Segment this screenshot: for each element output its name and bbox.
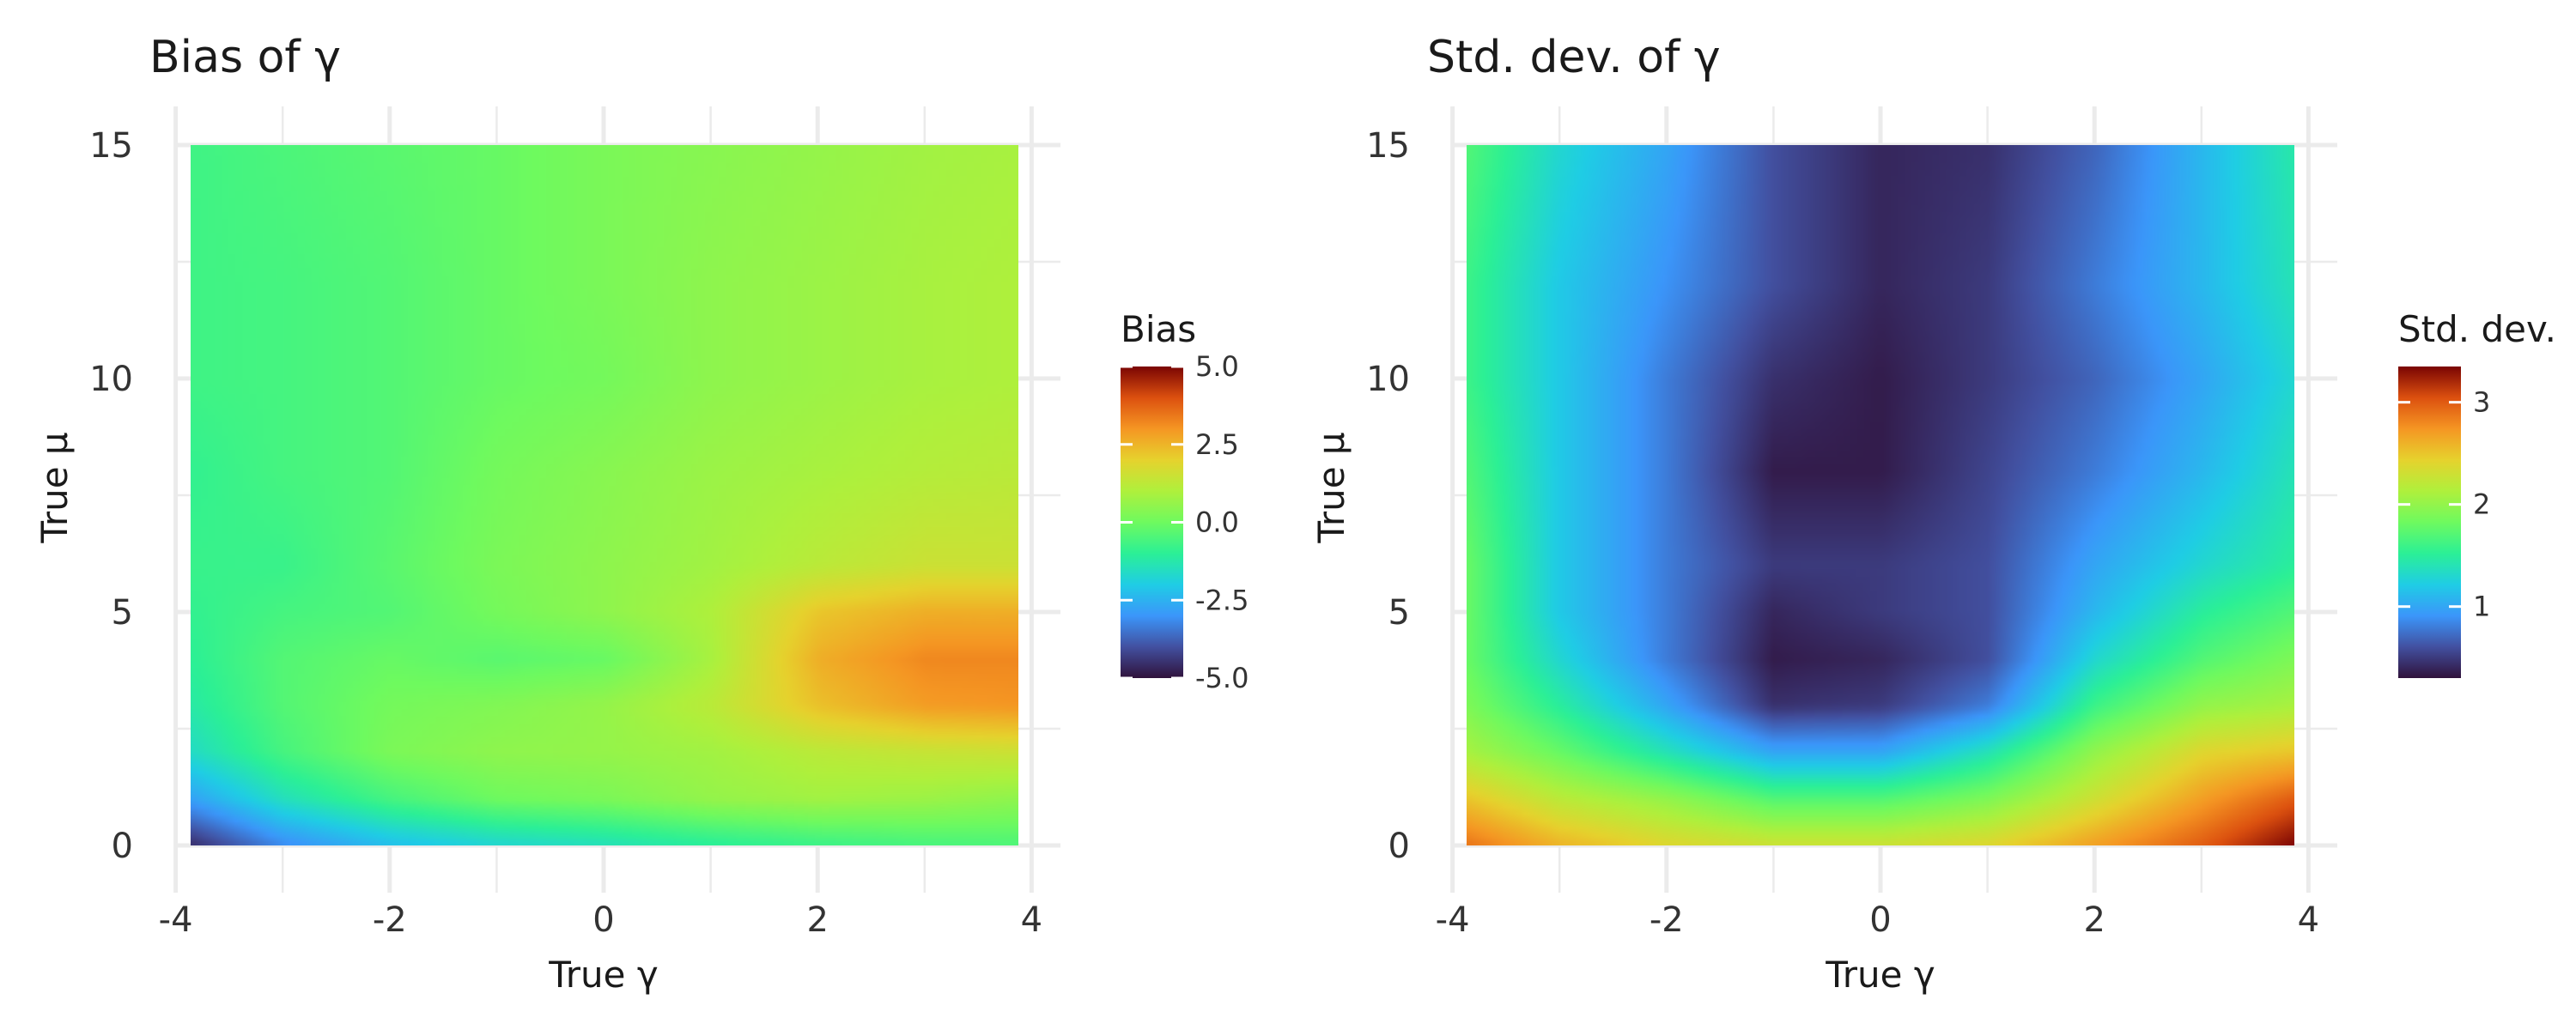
x-tick-label: -4 — [159, 900, 193, 940]
x-tick-label: 0 — [1869, 900, 1891, 940]
bias-legend-title: Bias — [1121, 308, 1196, 350]
legend-tick-label: 0.0 — [1195, 506, 1239, 539]
bias-heatmap — [191, 145, 1018, 845]
y-tick-label: 5 — [112, 593, 133, 633]
legend-tick-label: -5.0 — [1195, 662, 1249, 694]
bias-y-ticks: 0 5 10 15 — [89, 126, 133, 866]
y-tick-label: 15 — [1366, 126, 1410, 166]
stddev-y-ticks: 0 5 10 15 — [1366, 126, 1410, 866]
legend-tick-label: 2.5 — [1195, 428, 1239, 461]
x-tick-label: 4 — [2298, 900, 2319, 940]
bias-legend-ticks: 5.0 2.5 0.0 -2.5 -5.0 — [1121, 350, 1249, 694]
bias-y-axis-label: True μ — [33, 432, 76, 543]
y-tick-label: 10 — [1366, 360, 1410, 399]
x-tick-label: -2 — [373, 900, 407, 940]
stddev-colorbar — [2398, 367, 2461, 678]
bias-x-ticks: -4 -2 0 2 4 — [159, 900, 1042, 940]
bias-title: Bias of γ — [149, 32, 341, 83]
stddev-x-ticks: -4 -2 0 2 4 — [1436, 900, 2319, 940]
x-tick-label: -2 — [1649, 900, 1684, 940]
stddev-panel: Std. dev. of γ -4 -2 0 2 4 0 5 10 15 True γ Tru… — [1310, 32, 2556, 996]
stddev-heatmap — [1467, 145, 2294, 845]
stddev-legend-ticks: 3 2 1 — [2398, 386, 2490, 623]
legend-tick-label: 2 — [2473, 488, 2490, 521]
heatmap-canvas — [191, 145, 1018, 845]
x-tick-label: 2 — [806, 900, 828, 940]
stddev-y-axis-label: True μ — [1310, 432, 1352, 543]
stddev-legend: Std. dev. 3 2 1 — [2398, 308, 2556, 678]
stddev-legend-title: Std. dev. — [2398, 308, 2556, 350]
y-tick-label: 5 — [1388, 593, 1410, 633]
x-tick-label: 0 — [592, 900, 614, 940]
legend-tick-label: 5.0 — [1195, 350, 1239, 383]
y-tick-label: 10 — [89, 360, 133, 399]
x-tick-label: 4 — [1021, 900, 1042, 940]
bias-panel: Bias of γ -4 -2 0 2 4 0 5 10 15 True γ True μ B… — [33, 32, 1249, 996]
y-tick-label: 0 — [112, 827, 133, 866]
legend-tick-label: 3 — [2473, 386, 2490, 419]
bias-x-axis-label: True γ — [548, 954, 658, 996]
y-tick-label: 15 — [89, 126, 133, 166]
x-tick-label: 2 — [2083, 900, 2105, 940]
stddev-title: Std. dev. of γ — [1427, 32, 1721, 83]
heatmap-canvas — [1467, 145, 2294, 845]
stddev-x-axis-label: True γ — [1825, 954, 1935, 996]
legend-tick-label: -2.5 — [1195, 584, 1249, 616]
bias-legend: Bias 5.0 2.5 0.0 -2.5 -5.0 — [1121, 308, 1249, 694]
legend-tick-label: 1 — [2473, 591, 2490, 623]
y-tick-label: 0 — [1388, 827, 1410, 866]
x-tick-label: -4 — [1436, 900, 1470, 940]
